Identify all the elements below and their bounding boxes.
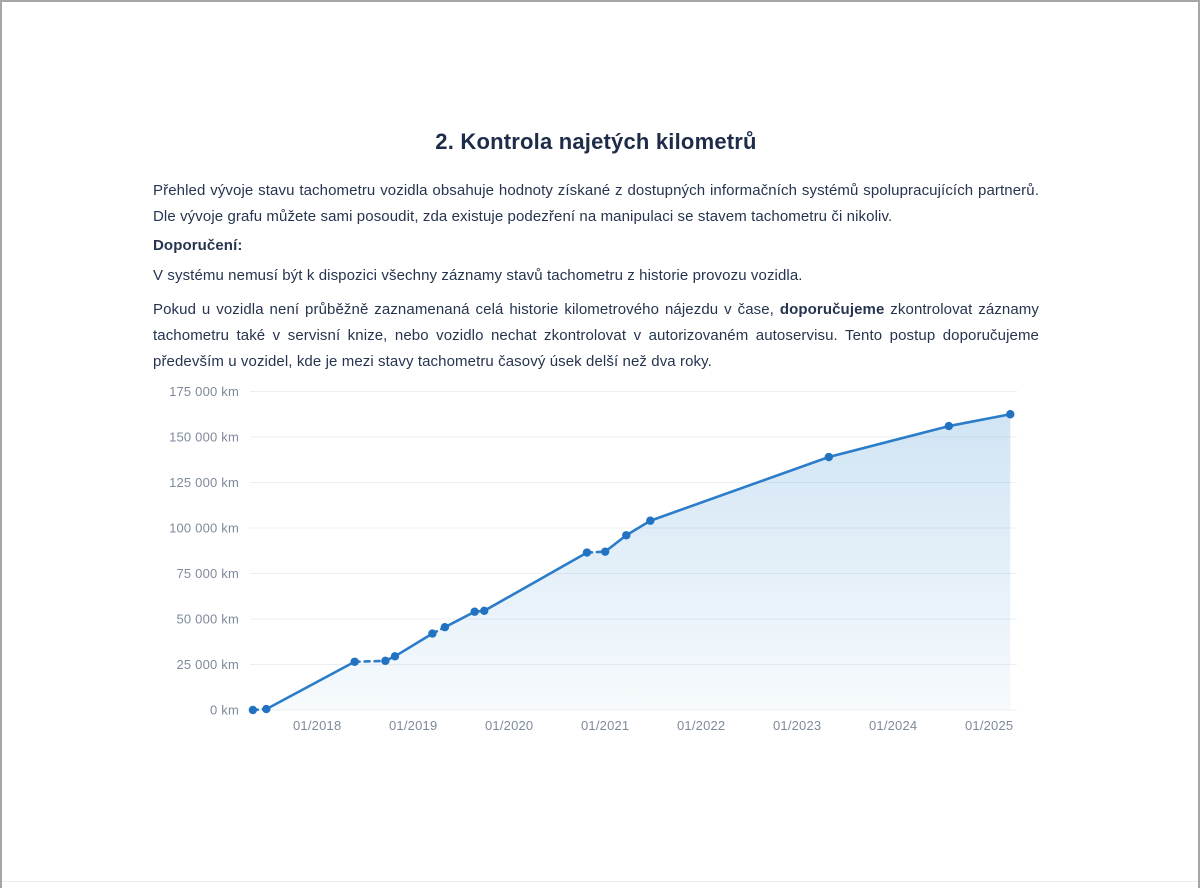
mileage-data-point	[381, 656, 390, 666]
y-axis-tick-label: 175 000 km	[169, 384, 239, 399]
mileage-data-point	[262, 704, 271, 714]
recommendation-label: Doporučení:	[153, 237, 243, 254]
x-axis-tick-label: 01/2023	[773, 718, 821, 733]
mileage-data-point	[390, 652, 400, 661]
x-axis-tick-label: 01/2018	[293, 718, 341, 733]
y-axis-tick-label: 75 000 km	[176, 566, 239, 581]
mileage-line-segment	[947, 412, 1012, 428]
x-axis-tick-label: 01/2022	[677, 718, 725, 733]
y-axis-tick-label: 100 000 km	[169, 521, 239, 536]
mileage-data-point	[470, 607, 479, 616]
detail-text-bold: doporučujeme	[779, 301, 885, 318]
x-axis-tick-label: 01/2024	[869, 718, 917, 733]
y-axis-tick-label: 0 km	[210, 703, 239, 718]
mileage-data-point	[646, 516, 655, 525]
y-axis-tick-label: 150 000 km	[169, 430, 239, 445]
mileage-line-segment	[353, 659, 387, 664]
mileage-area-fill	[252, 414, 1011, 710]
mileage-chart: 0 km 25 000 km 50 000 km 75 000 km 100 000 k…	[169, 384, 1017, 733]
x-axis-tick-label: 01/2025	[965, 718, 1013, 733]
mileage-line-segment	[648, 455, 831, 523]
mileage-data-point	[622, 531, 631, 540]
mileage-data-point	[428, 629, 437, 638]
mileage-data-point	[600, 547, 610, 556]
y-axis-tick-label: 25 000 km	[176, 657, 239, 672]
mileage-line-segment	[393, 632, 434, 658]
y-axis-tick-label: 125 000 km	[169, 475, 239, 490]
x-axis-tick-label: 01/2020	[485, 718, 533, 733]
x-axis-tick-label: 01/2019	[389, 718, 437, 733]
detail-text-before: Pokud u vozidla není průběžně zaznamenan…	[153, 301, 780, 318]
mileage-line-segment	[827, 424, 951, 459]
mileage-line-segment	[625, 519, 652, 537]
mileage-data-point	[944, 421, 954, 431]
mileage-data-point	[1006, 410, 1015, 419]
system-note-paragraph: V systému nemusí být k dispozici všechny…	[153, 267, 803, 284]
recommendation-detail-paragraph: Pokud u vozidla není průběžně zaznamenan…	[153, 297, 1039, 375]
mileage-data-point	[440, 622, 450, 632]
mileage-data-point	[480, 606, 489, 616]
section-title: 2. Kontrola najetých kilometrů	[435, 129, 757, 154]
mileage-data-point	[248, 705, 258, 715]
detail-text-after: zkontrolovat záznamy tachometru také v s…	[153, 301, 1039, 370]
mileage-line-segment	[603, 533, 628, 553]
x-axis-tick-label: 01/2021	[581, 718, 629, 733]
intro-paragraph: Přehled vývoje stavu tachometru vozidla …	[153, 182, 1039, 225]
mileage-data-point	[824, 452, 834, 462]
mileage-data-point	[350, 657, 359, 666]
page-bottom-divider	[2, 881, 1198, 882]
mileage-line-segment	[482, 551, 589, 613]
y-axis-tick-label: 50 000 km	[176, 612, 239, 627]
mileage-data-point	[582, 548, 592, 557]
mileage-line-segment	[443, 610, 476, 629]
mileage-line-segment	[265, 660, 356, 711]
